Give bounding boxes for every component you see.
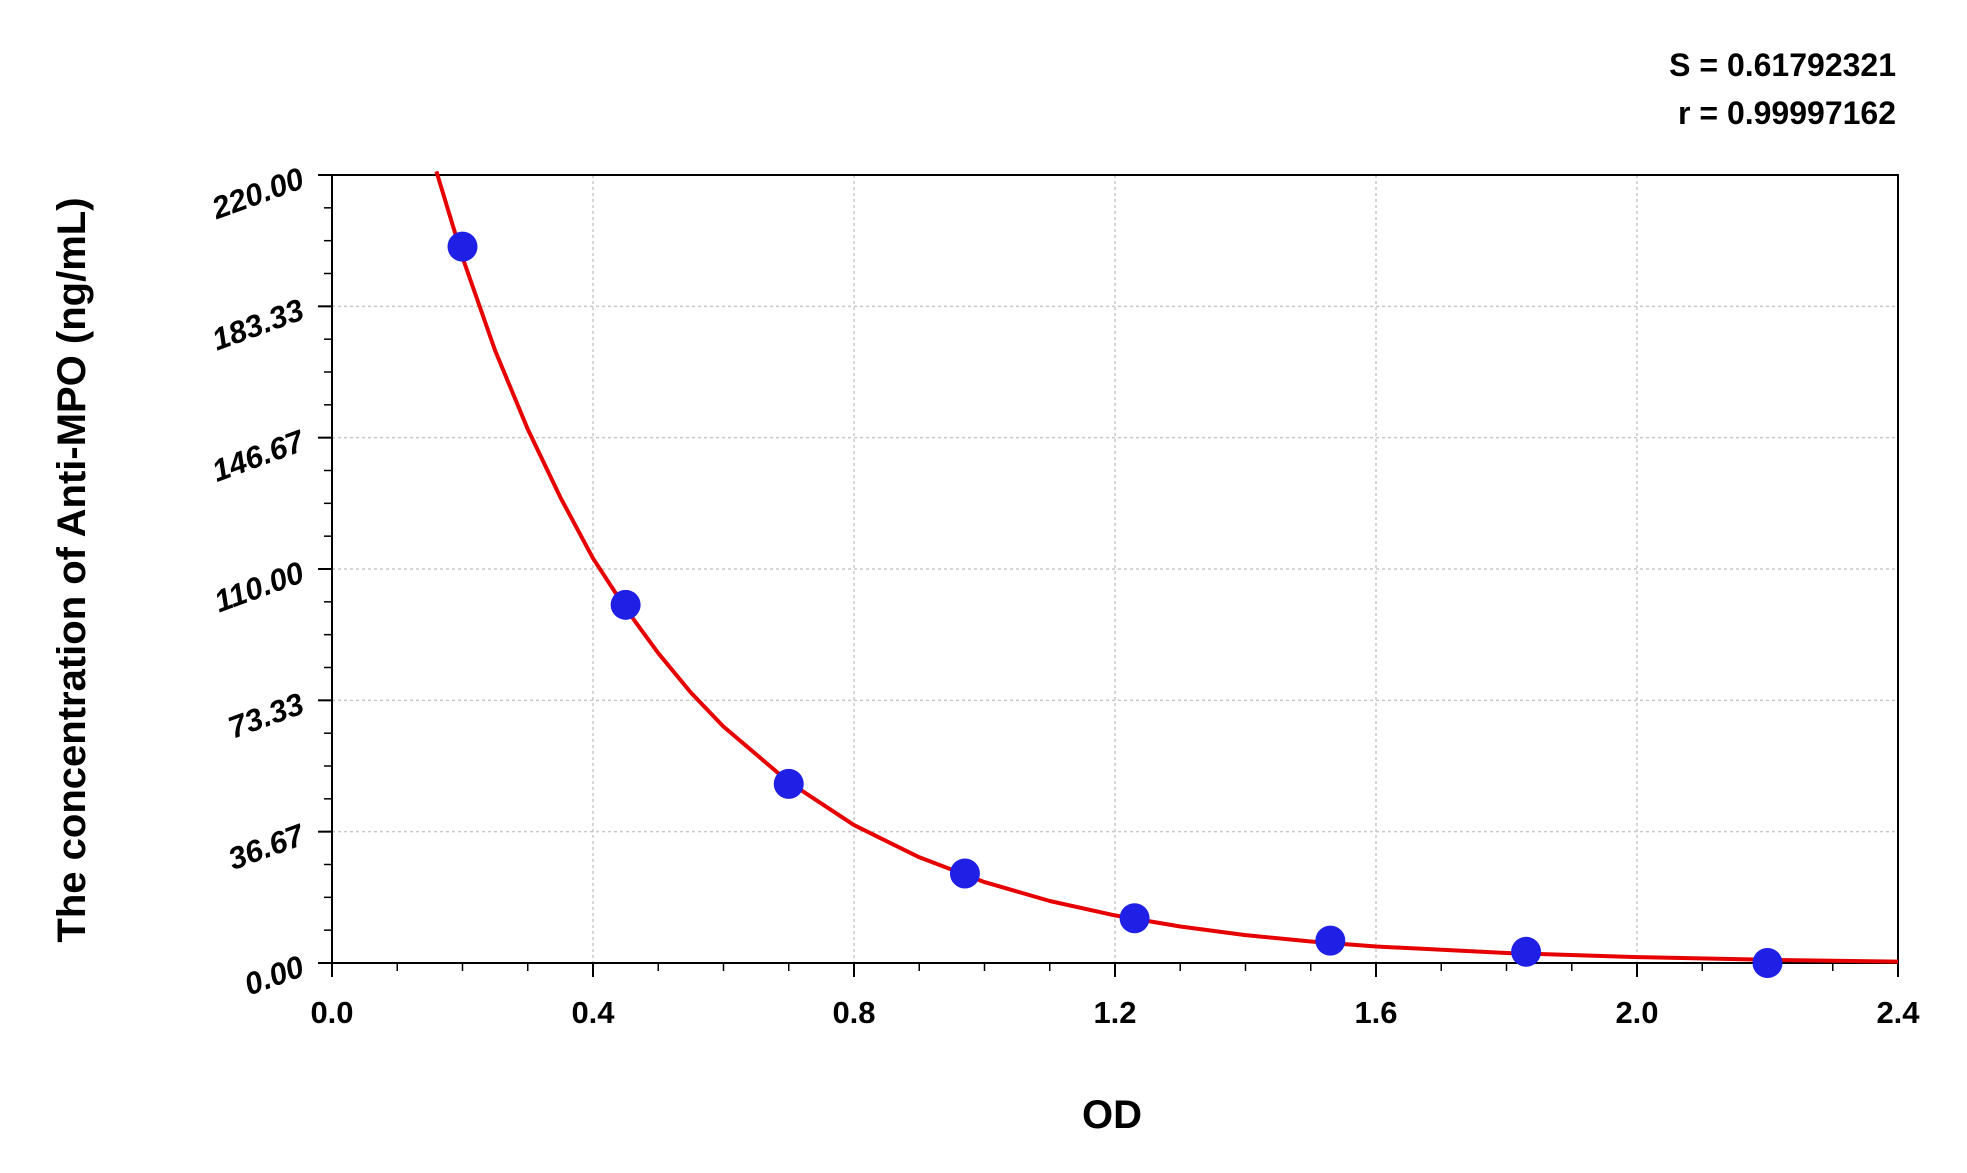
y-tick-label: 110.00 [209,555,308,620]
data-point [949,858,980,889]
x-tick-label: 2.0 [1615,995,1658,1030]
y-tick-label: 73.33 [224,686,309,745]
data-point [1752,948,1783,978]
y-tick-label: 36.67 [224,817,311,877]
data-point [610,589,641,620]
y-tick-label: 183.33 [207,292,308,357]
y-tick-label: 220.00 [206,161,308,227]
y-axis-title: The concentration of Anti-MPO (ng/mL) [50,197,94,942]
stat-r-value: r = 0.99997162 [1678,95,1896,131]
data-point [773,768,804,799]
x-tick-label: 2.4 [1876,995,1920,1030]
fit-curve-line [434,170,1899,964]
x-tick-label: 1.2 [1093,995,1136,1030]
y-tick-label: 146.67 [207,423,310,489]
x-tick-label: 0.8 [832,995,875,1030]
data-point [1119,903,1150,934]
x-tick-label: 0.4 [571,995,615,1030]
x-axis-title: OD [1082,1093,1142,1137]
fit-curve-layer [434,170,1899,964]
x-tick-label: 0.0 [310,995,353,1030]
data-points [447,231,1783,978]
data-point [1511,936,1542,967]
stat-s-value: S = 0.61792321 [1669,47,1896,83]
grid [332,175,1898,963]
axes: 0.0 0.4 0.8 1.2 1.6 2.0 2.4 0.00 36.67 73.33 110.0… [206,161,1920,1030]
y-tick-label: 0.00 [240,949,309,1003]
data-point [1315,925,1346,956]
data-point [447,231,478,262]
x-tick-label: 1.6 [1354,995,1397,1030]
